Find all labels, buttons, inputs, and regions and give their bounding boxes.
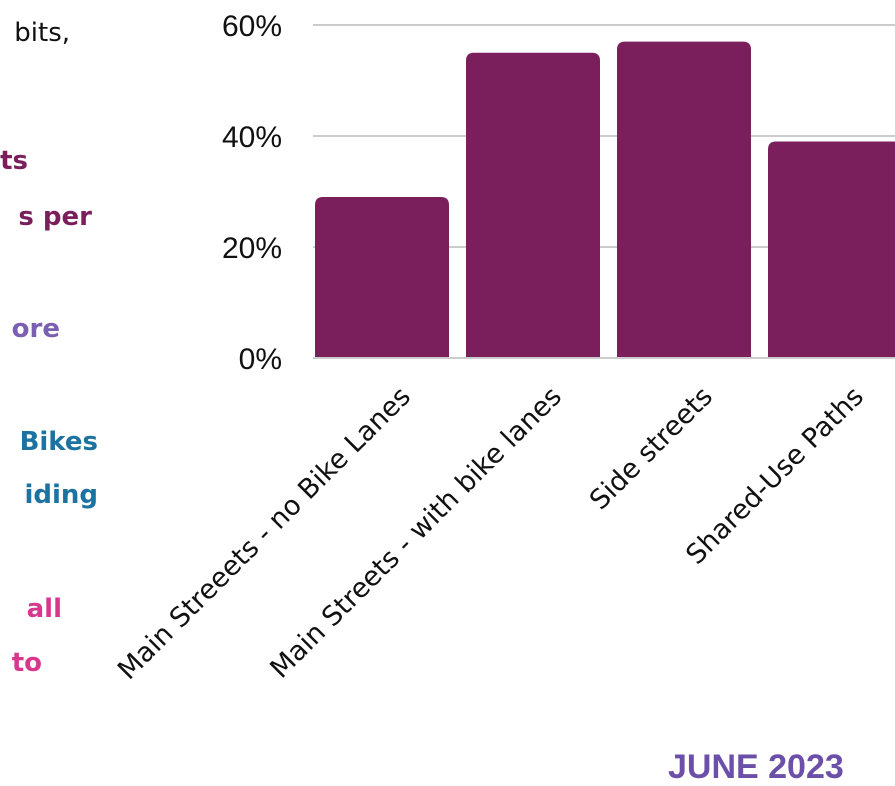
y-tick-label: 20% xyxy=(222,232,282,265)
text-fragment-7: all xyxy=(26,594,62,624)
left-text-column: bits, ts s per ore Bikes iding all to xyxy=(0,0,200,786)
text-fragment-1: bits, xyxy=(14,18,70,48)
y-tick-label: 0% xyxy=(239,343,282,376)
y-tick-label: 40% xyxy=(222,121,282,154)
x-tick-label: Main Streets - with bike lanes xyxy=(264,381,568,685)
bar xyxy=(617,41,751,359)
x-tick-label: Side streets xyxy=(584,381,719,516)
x-tick-label: Main Streeets - no Bike Lanes xyxy=(112,381,417,686)
report-date: JUNE 2023 xyxy=(668,748,844,786)
bar xyxy=(315,197,449,358)
y-tick-label: 60% xyxy=(222,10,282,43)
bar xyxy=(768,141,895,358)
text-fragment-5: Bikes xyxy=(19,427,98,457)
text-fragment-3: s per xyxy=(18,202,92,232)
text-fragment-8: to xyxy=(11,648,42,678)
bar xyxy=(466,52,600,358)
text-fragment-6: iding xyxy=(24,480,98,510)
text-fragment-2: ts xyxy=(0,146,28,176)
text-fragment-4: ore xyxy=(11,314,60,344)
